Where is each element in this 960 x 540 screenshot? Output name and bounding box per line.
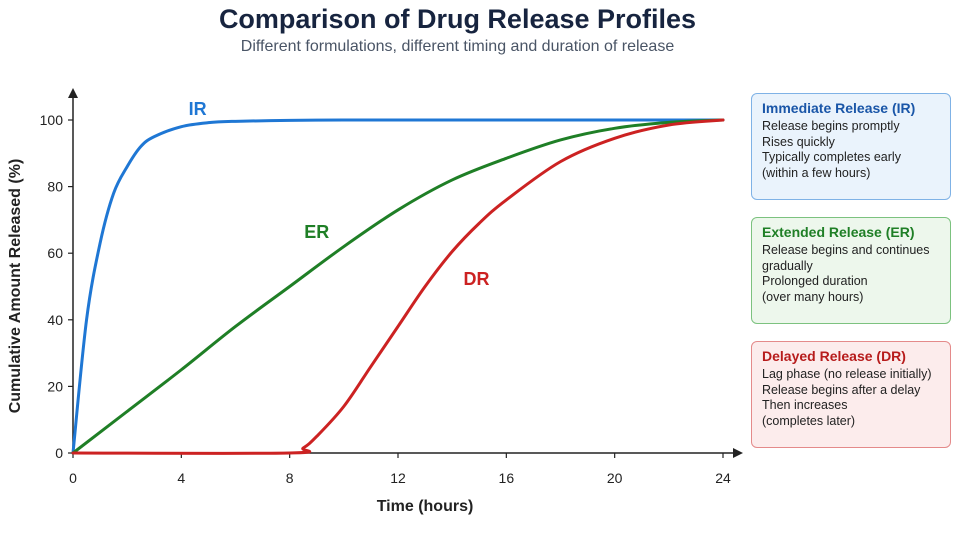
legend-line: Then increases	[762, 398, 848, 412]
legend-box-dr: Delayed Release (DR) Lag phase (no relea…	[751, 341, 951, 448]
y-tick-label: 100	[40, 112, 64, 128]
y-tick-label: 80	[47, 179, 63, 195]
legend-box-ir: Immediate Release (IR) Release begins pr…	[751, 93, 951, 200]
series-label-dr: DR	[464, 269, 490, 289]
legend-line: (within a few hours)	[762, 165, 871, 180]
x-tick-label: 24	[715, 470, 731, 486]
legend-line: Prolonged duration	[762, 274, 868, 288]
legend-line: (completes later)	[762, 413, 856, 428]
series-label-er: ER	[304, 222, 329, 242]
series-annotations: IR ER DR	[189, 99, 490, 289]
chart-title: Comparison of Drug Release Profiles	[218, 4, 697, 34]
y-tick-label: 20	[47, 378, 63, 394]
legend-line: Lag phase (no release initially)	[762, 367, 932, 381]
series-label-ir: IR	[189, 99, 207, 119]
legend-line: gradually	[762, 258, 813, 273]
legend-box-er: Extended Release (ER) Release begins and…	[751, 217, 951, 324]
legend-line: Release begins promptly	[762, 119, 900, 133]
series-curves	[71, 118, 725, 455]
y-axis-arrow	[68, 88, 78, 98]
series-line-ir	[71, 118, 725, 455]
series-line-dr	[71, 118, 725, 455]
legend-line: Release begins and continues	[762, 243, 930, 257]
legend-title-ir: Immediate Release (IR)	[762, 100, 916, 116]
legend-title-er: Extended Release (ER)	[762, 224, 915, 240]
x-tick-label: 4	[177, 470, 185, 486]
legend-title-dr: Delayed Release (DR)	[762, 348, 906, 364]
x-tick-label: 12	[390, 470, 406, 486]
legend-line: Typically completes early	[762, 150, 901, 164]
y-tick-label: 0	[55, 445, 63, 461]
y-tick-label: 40	[47, 312, 63, 328]
legend-line: (over many hours)	[762, 289, 864, 304]
x-tick-label: 0	[69, 470, 77, 486]
x-tick-label: 16	[499, 470, 515, 486]
x-axis-label: Time (hours)	[377, 498, 474, 515]
legend-line: Release begins after a delay	[762, 382, 921, 397]
axes: 0 4 8 12 16 20 24 0 20 40 60 80 100	[40, 88, 743, 486]
legend-line: Rises quickly	[762, 134, 835, 149]
x-tick-label: 20	[607, 470, 623, 486]
x-tick-label: 8	[286, 470, 294, 486]
y-axis-label: Cumulative Amount Released (%)	[7, 159, 24, 414]
y-tick-label: 60	[47, 245, 63, 261]
chart-subtitle: Different formulations, different timing…	[240, 38, 675, 55]
series-line-er	[71, 118, 725, 455]
x-axis-arrow	[733, 448, 743, 458]
